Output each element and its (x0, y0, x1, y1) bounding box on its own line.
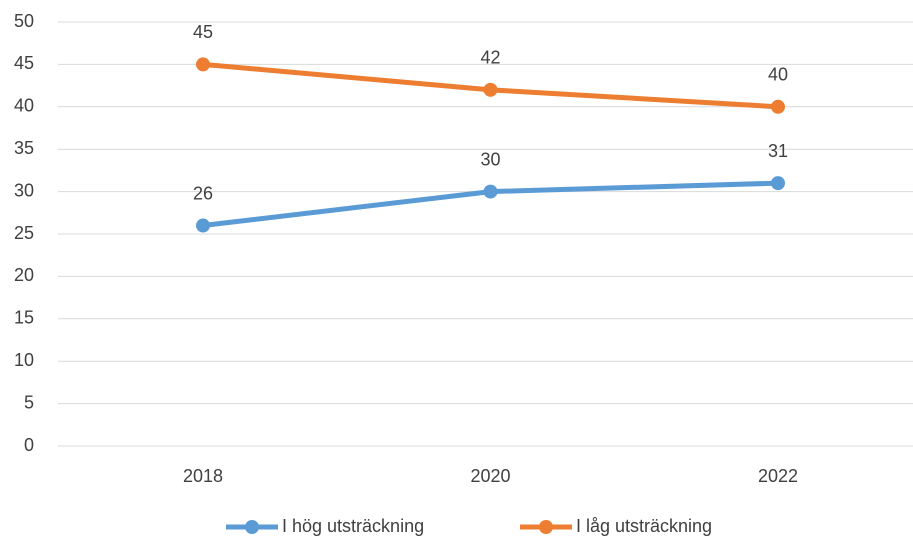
data-label: 45 (193, 22, 213, 42)
y-tick-label: 30 (14, 180, 34, 200)
y-tick-label: 20 (14, 265, 34, 285)
y-tick-label: 10 (14, 350, 34, 370)
x-tick-label: 2018 (183, 466, 223, 486)
data-label: 40 (768, 65, 788, 85)
legend-marker (245, 520, 259, 534)
point (483, 184, 498, 199)
y-tick-label: 25 (14, 223, 34, 243)
y-tick-label: 5 (24, 392, 34, 412)
y-tick-label: 45 (14, 53, 34, 73)
legend-label: I hög utsträckning (282, 516, 424, 536)
data-label: 31 (768, 141, 788, 161)
x-tick-label: 2020 (470, 466, 510, 486)
y-tick-label: 50 (14, 11, 34, 31)
point (196, 218, 210, 233)
y-tick-label: 40 (14, 96, 34, 116)
y-tick-label: 15 (14, 308, 34, 328)
data-label: 26 (193, 183, 213, 203)
data-label: 30 (480, 149, 500, 169)
point (483, 82, 498, 97)
point (771, 99, 785, 114)
y-tick-label: 35 (14, 138, 34, 158)
y-tick-label: 0 (24, 435, 34, 455)
legend-marker (539, 520, 553, 534)
point (771, 176, 785, 191)
point (196, 57, 210, 72)
data-label: 42 (480, 48, 500, 68)
x-tick-label: 2022 (758, 466, 798, 486)
legend-label: I låg utsträckning (576, 516, 712, 536)
